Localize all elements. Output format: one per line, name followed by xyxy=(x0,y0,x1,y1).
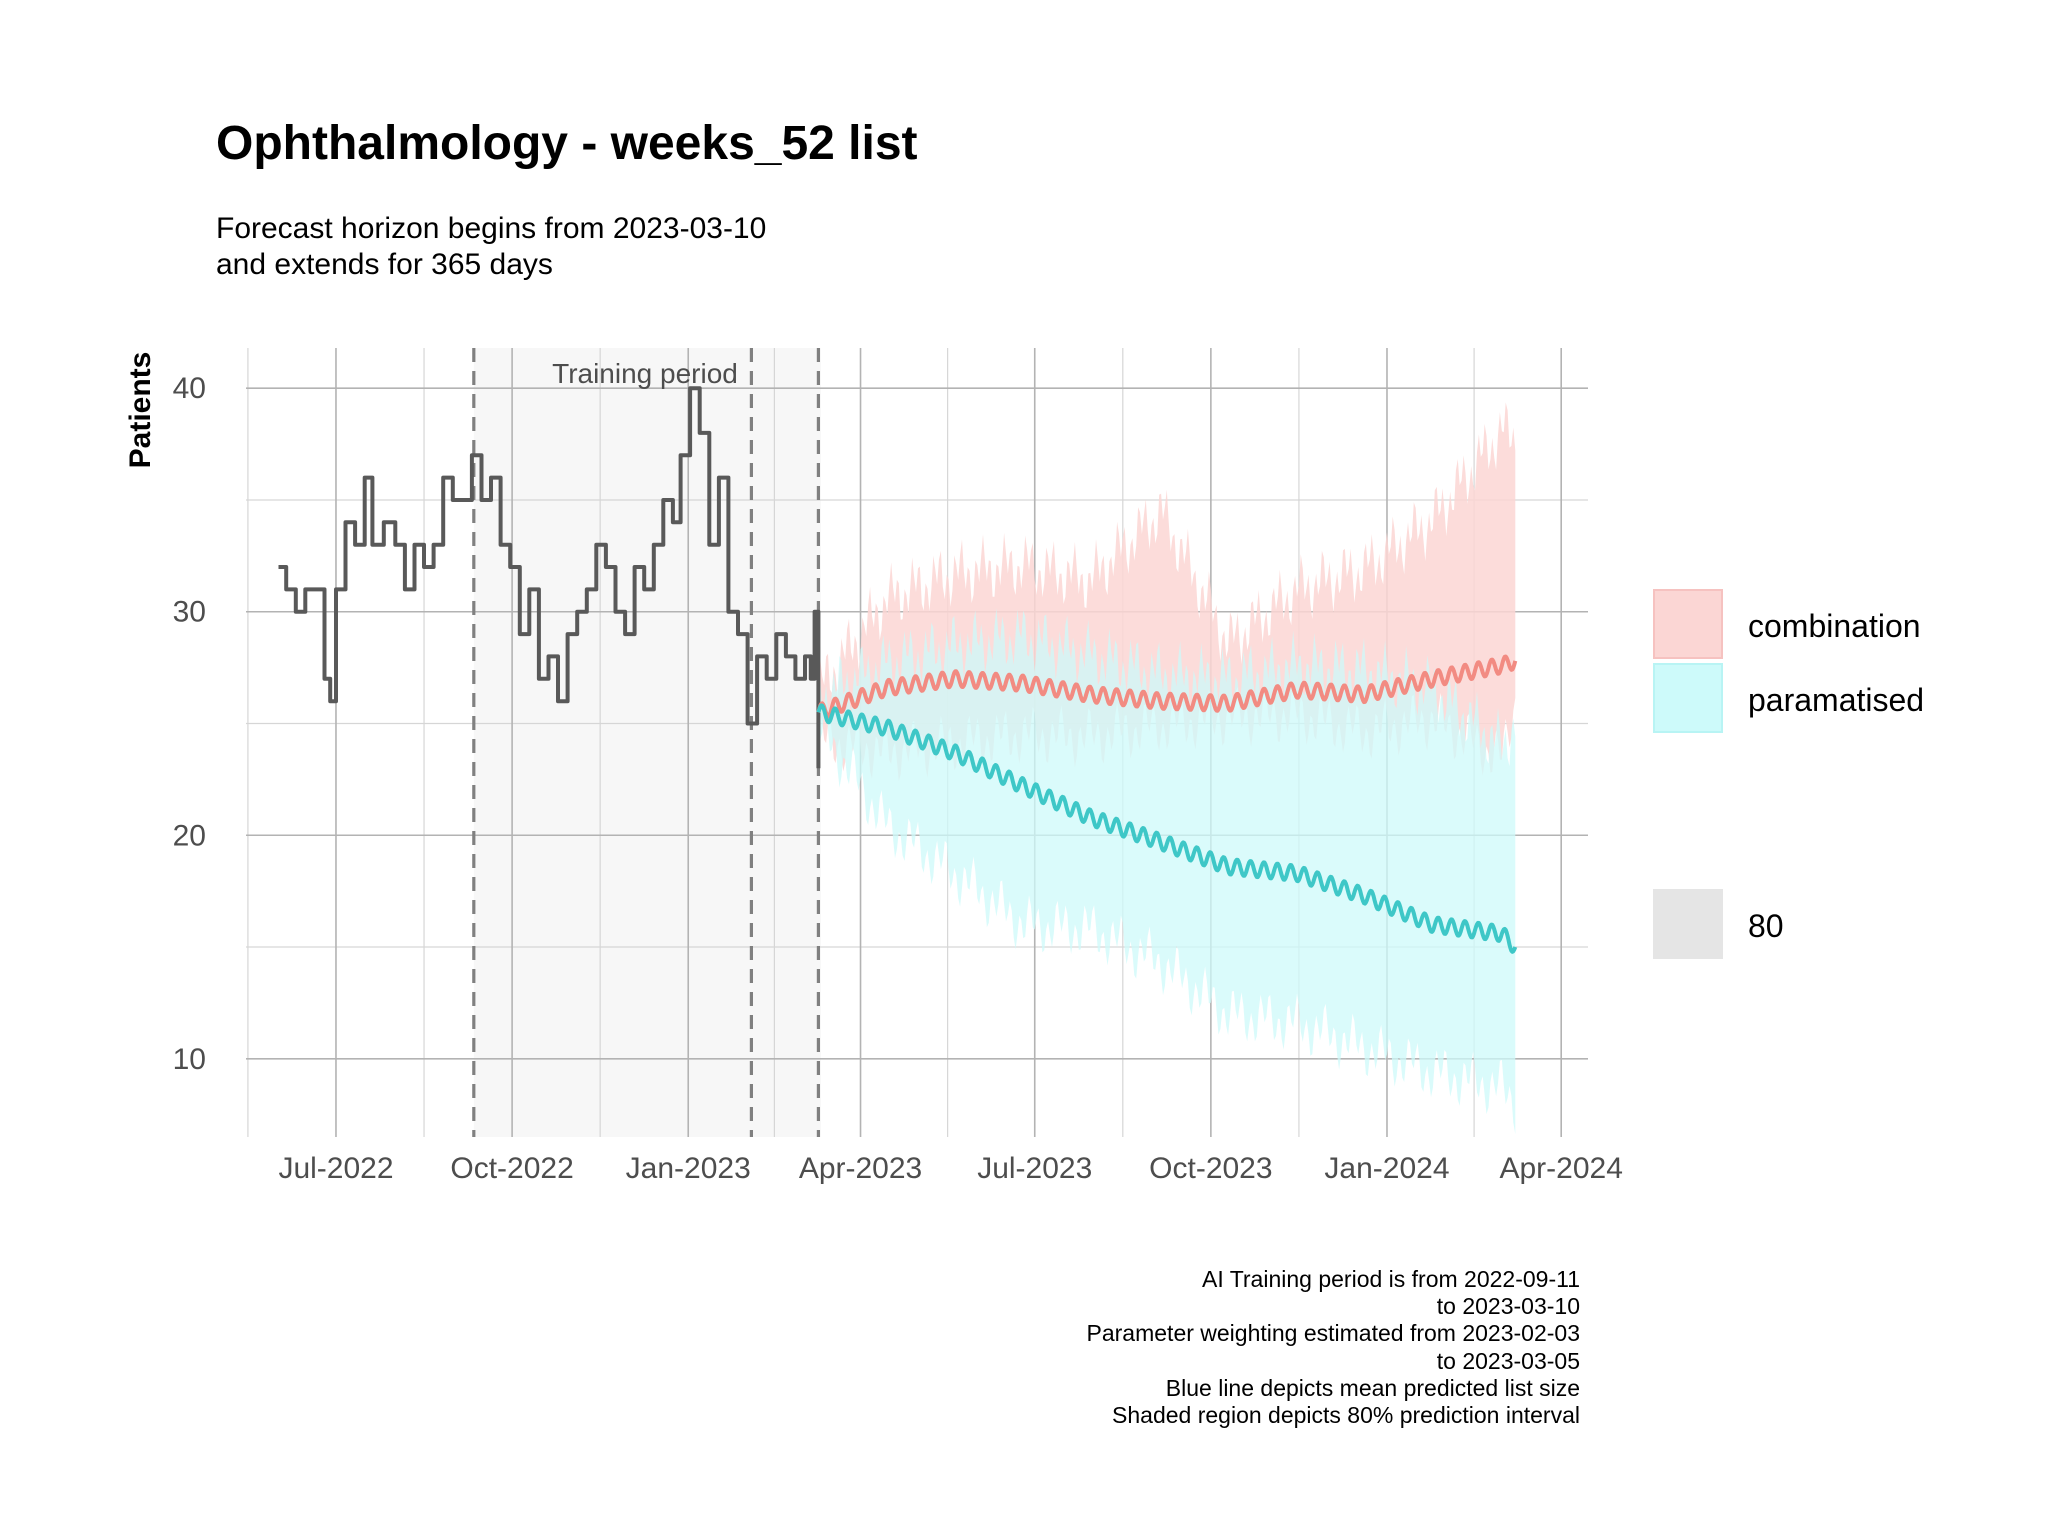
training-period-label: Training period xyxy=(552,358,738,389)
paramatised-mean-line xyxy=(816,703,1518,954)
y-axis-label: Patients xyxy=(124,352,157,469)
legend-key-interval xyxy=(1653,889,1723,959)
y-tick-label: 10 xyxy=(173,1043,206,1076)
x-tick-label: Apr-2023 xyxy=(799,1152,922,1185)
paramatised-band xyxy=(818,608,1516,1135)
series-lines xyxy=(278,386,1518,954)
combination-mean-line xyxy=(816,654,1518,719)
x-tick-label: Apr-2024 xyxy=(1499,1152,1622,1185)
x-tick-label: Jul-2022 xyxy=(278,1152,393,1185)
legend-key-paramatised xyxy=(1653,663,1723,733)
x-tick-label: Oct-2022 xyxy=(450,1152,573,1185)
chart-title: Ophthalmology - weeks_52 list xyxy=(216,117,918,170)
caption-line-4: to 2023-03-05 xyxy=(1436,1348,1580,1374)
caption-line-1: AI Training period is from 2022-09-11 xyxy=(1202,1266,1580,1292)
y-tick-label: 30 xyxy=(173,596,206,629)
training-period-shade xyxy=(473,348,821,1137)
observed-line xyxy=(278,386,821,769)
legend-label-combination: combination xyxy=(1748,608,1921,644)
caption-line-2: to 2023-03-10 xyxy=(1436,1293,1580,1319)
y-tick-label: 40 xyxy=(173,372,206,405)
training-period-region xyxy=(473,348,821,1137)
chart-subtitle-line-2: and extends for 365 days xyxy=(216,248,553,281)
x-tick-label: Jul-2023 xyxy=(977,1152,1092,1185)
axis-labels: Jul-2022 Oct-2022 Jan-2023 Apr-2023 Jul-2023… xyxy=(173,372,1623,1185)
y-tick-label: 20 xyxy=(173,819,206,852)
legend-label-interval: 80 xyxy=(1748,908,1784,944)
x-tick-label: Oct-2023 xyxy=(1149,1152,1272,1185)
caption-line-3: Parameter weighting estimated from 2023-… xyxy=(1086,1320,1580,1346)
legend-label-paramatised: paramatised xyxy=(1748,682,1925,718)
chart-subtitle-line-1: Forecast horizon begins from 2023-03-10 xyxy=(216,212,767,245)
caption-line-5: Blue line depicts mean predicted list si… xyxy=(1165,1375,1580,1401)
x-tick-label: Jan-2023 xyxy=(626,1152,751,1185)
caption-line-6: Shaded region depicts 80% prediction int… xyxy=(1112,1402,1580,1428)
legend-key-combination xyxy=(1653,589,1723,659)
prediction-bands xyxy=(818,402,1516,1135)
x-tick-label: Jan-2024 xyxy=(1324,1152,1449,1185)
